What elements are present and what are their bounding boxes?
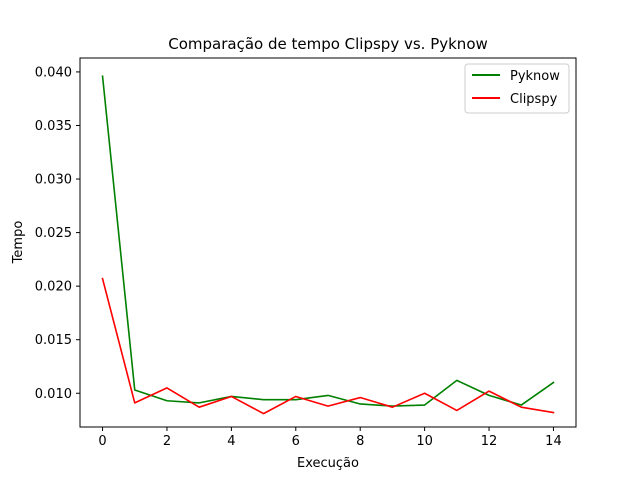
y-tick-label: 0.040: [35, 65, 72, 80]
y-tick-label: 0.020: [35, 280, 72, 295]
x-tick-label: 4: [227, 434, 235, 449]
x-tick-label: 12: [481, 434, 498, 449]
series-layer: [101, 75, 555, 415]
y-tick-label: 0.015: [35, 333, 72, 348]
x-tick-label: 10: [416, 434, 433, 449]
x-tick-label: 0: [98, 434, 106, 449]
x-tick-label: 14: [545, 434, 562, 449]
x-tick-label: 8: [356, 434, 364, 449]
legend: Pyknow Clipspy: [464, 63, 570, 114]
x-tick-label: 6: [292, 434, 300, 449]
chart-title: Comparação de tempo Clipspy vs. Pyknow: [168, 35, 488, 53]
y-axis-label: Tempo: [11, 221, 26, 265]
y-tick-label: 0.035: [35, 119, 72, 134]
x-axis-label: Execução: [297, 456, 359, 471]
series-line-pyknow: [101, 75, 555, 407]
legend-box: [464, 63, 570, 114]
x-axis-ticks: 0 2 4 6 8 10 12 14: [98, 427, 562, 449]
axes-frame: [79, 57, 577, 428]
legend-label-clipspy: Clipspy: [510, 92, 558, 107]
series-line-clipspy: [101, 277, 555, 415]
y-tick-label: 0.025: [35, 226, 72, 241]
y-tick-label: 0.030: [35, 173, 72, 188]
y-tick-label: 0.010: [35, 387, 72, 402]
y-axis-ticks: 0.010 0.015 0.020 0.025 0.030 0.035 0.040: [35, 65, 80, 402]
legend-label-pyknow: Pyknow: [510, 69, 560, 84]
x-tick-label: 2: [163, 434, 171, 449]
